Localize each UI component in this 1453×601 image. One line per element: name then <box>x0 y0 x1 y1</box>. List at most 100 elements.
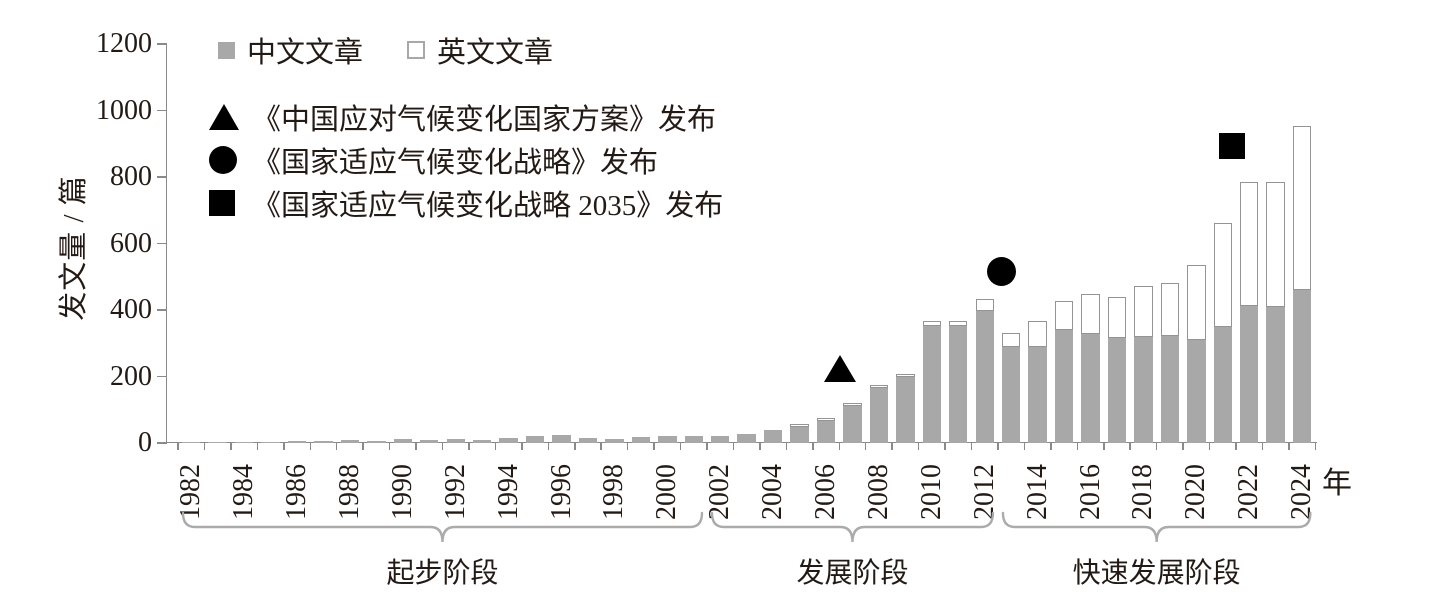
bar-2010-english <box>922 320 942 326</box>
x-tick-label-2004: 2004 <box>757 464 789 520</box>
english-articles-swatch-icon <box>407 41 426 59</box>
bar-2023-chinese <box>1266 307 1285 443</box>
bar-2024-english <box>1292 126 1312 291</box>
bar-2013-english <box>1001 333 1021 347</box>
x-tick <box>944 443 946 450</box>
bar-2005-chinese <box>790 426 809 443</box>
x-tick-label-1992: 1992 <box>439 464 471 520</box>
x-tick <box>388 443 391 450</box>
bar-2020-chinese <box>1187 339 1206 443</box>
bar-2013-chinese <box>1001 346 1021 443</box>
y-tick-label-1000: 1000 <box>96 94 152 126</box>
x-tick-label-2024: 2024 <box>1286 464 1318 520</box>
x-tick-label-2010: 2010 <box>915 464 947 520</box>
bar-2011-english <box>949 320 968 326</box>
bar-1982-chinese <box>182 442 201 443</box>
x-tick <box>1208 443 1211 450</box>
x-tick <box>838 443 840 450</box>
x-tick <box>1023 443 1026 450</box>
bar-2023-english <box>1266 181 1285 307</box>
x-tick <box>468 443 470 450</box>
x-tick-label-2014: 2014 <box>1021 464 1053 520</box>
bar-2016-chinese <box>1081 334 1100 443</box>
x-tick <box>785 443 788 450</box>
x-tick <box>203 443 206 450</box>
triangle-marker-icon <box>209 103 239 130</box>
bar-2014-chinese <box>1028 346 1047 443</box>
bar-1984-chinese <box>234 442 254 443</box>
y-tick-label-600: 600 <box>110 227 152 259</box>
x-tick-label-2018: 2018 <box>1127 464 1159 520</box>
bar-1985-chinese <box>261 442 280 443</box>
bar-2022-english <box>1240 181 1259 306</box>
x-tick-label-1982: 1982 <box>175 464 207 520</box>
x-axis-unit-label: 年 <box>1322 467 1352 500</box>
x-tick <box>759 443 761 450</box>
bar-1994-chinese <box>499 437 518 443</box>
bar-1988-chinese <box>340 440 360 443</box>
y-tick-label-400: 400 <box>110 294 152 325</box>
x-tick <box>441 443 444 450</box>
bar-1989-chinese <box>367 441 386 443</box>
x-tick <box>1050 443 1052 450</box>
x-tick <box>679 443 682 450</box>
x-tick <box>177 443 179 450</box>
y-tick <box>157 43 167 45</box>
event-legend: 《中国应对气候变化国家方案》发布 《国家适应气候变化战略》发布 《国家适应气候变… <box>209 95 723 224</box>
event-legend-row: 《国家适应气候变化战略》发布 <box>209 138 723 181</box>
event-legend-row: 《中国应对气候变化国家方案》发布 <box>209 95 723 138</box>
circle-marker-icon <box>209 145 237 174</box>
x-tick-label-2006: 2006 <box>810 464 842 520</box>
bar-2000-chinese <box>658 436 677 443</box>
x-tick <box>706 443 708 450</box>
x-tick <box>732 443 735 450</box>
x-tick-label-1998: 1998 <box>598 464 630 520</box>
x-tick <box>891 443 893 450</box>
bar-2021-english <box>1213 222 1232 328</box>
y-tick <box>157 176 167 178</box>
x-tick-label-2020: 2020 <box>1180 464 1212 520</box>
y-tick-label-200: 200 <box>110 360 152 392</box>
y-tick <box>157 242 167 245</box>
x-tick <box>256 443 259 450</box>
bar-2024-chinese <box>1292 290 1312 443</box>
x-tick-label-1986: 1986 <box>281 464 313 520</box>
y-tick-label-0: 0 <box>138 427 152 458</box>
bar-1990-chinese <box>393 439 413 443</box>
x-tick-label-2002: 2002 <box>704 464 736 520</box>
bar-2019-english <box>1160 282 1180 336</box>
x-tick-label-2016: 2016 <box>1074 464 1106 520</box>
bar-2012-english <box>975 299 994 311</box>
bar-2020-english <box>1187 265 1206 340</box>
x-tick-label-2022: 2022 <box>1233 464 1265 520</box>
bar-2007-english <box>843 403 862 407</box>
x-tick <box>600 443 602 450</box>
x-tick-label-1990: 1990 <box>386 464 418 520</box>
x-tick-label-1996: 1996 <box>545 464 577 520</box>
x-tick <box>1155 443 1158 450</box>
bar-2003-chinese <box>737 434 756 443</box>
chinese-articles-legend-label: 中文文章 <box>247 37 364 69</box>
bar-2007-chinese <box>843 406 862 443</box>
bar-1998-chinese <box>605 438 624 443</box>
bar-1986-chinese <box>287 441 307 443</box>
bar-2009-english <box>896 374 915 378</box>
chinese-articles-swatch-icon <box>218 41 235 59</box>
bar-1991-chinese <box>420 440 439 443</box>
y-tick <box>157 442 167 444</box>
bar-1996-chinese <box>552 435 571 443</box>
x-tick <box>1129 443 1131 450</box>
bar-1983-chinese <box>208 442 227 443</box>
bar-2001-chinese <box>684 435 703 443</box>
event-marker-triangle-icon <box>824 355 857 383</box>
bar-2006-english <box>816 418 836 422</box>
bar-1987-chinese <box>314 441 333 443</box>
bar-1999-chinese <box>631 437 651 443</box>
x-tick <box>335 443 338 450</box>
x-tick <box>970 443 973 450</box>
stage-label: 快速发展阶段 <box>1072 558 1241 589</box>
bar-2002-chinese <box>711 436 730 443</box>
bar-2008-chinese <box>869 388 889 443</box>
bar-2015-english <box>1054 300 1074 330</box>
